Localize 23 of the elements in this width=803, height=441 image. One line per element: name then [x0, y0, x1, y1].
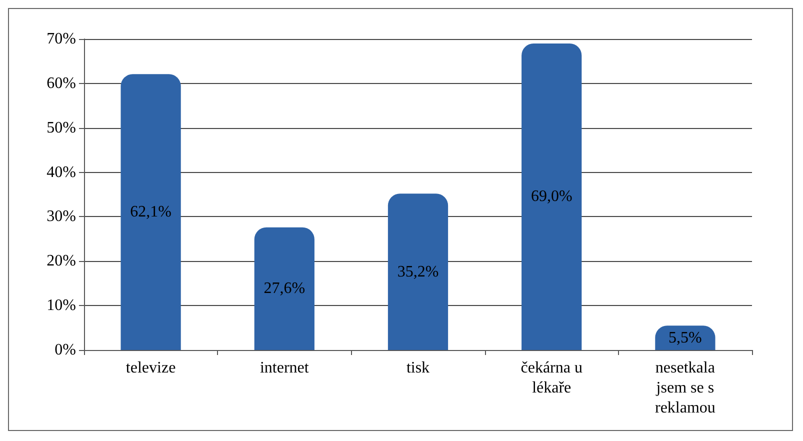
data-label: 69,0%	[530, 188, 572, 206]
y-tick-label: 70%	[46, 30, 76, 48]
x-tick-label: tisk	[406, 360, 430, 376]
y-tick-label: 40%	[46, 164, 76, 181]
y-tick-label: 50%	[46, 119, 76, 136]
bar	[254, 227, 314, 350]
y-tick-label: 10%	[46, 297, 76, 314]
y-tick-label: 20%	[46, 252, 76, 270]
bar	[388, 194, 448, 350]
data-label: 35,2%	[397, 263, 439, 280]
data-label: 5,5%	[668, 329, 702, 346]
y-tick-label: 60%	[46, 74, 76, 92]
data-label: 27,6%	[264, 280, 306, 298]
bar	[120, 74, 181, 350]
data-label: 62,1%	[130, 204, 172, 221]
x-tick-label: nesetkala jsem se s reklamou	[654, 360, 716, 416]
bar	[522, 43, 582, 350]
x-tick-label: televize	[126, 360, 176, 376]
x-tick-label: čekárna u lékaře	[520, 360, 582, 396]
x-tick-label: internet	[260, 360, 310, 376]
y-tick-label: 30%	[46, 208, 76, 226]
y-tick-label: 0%	[54, 342, 76, 358]
bar	[655, 326, 716, 350]
